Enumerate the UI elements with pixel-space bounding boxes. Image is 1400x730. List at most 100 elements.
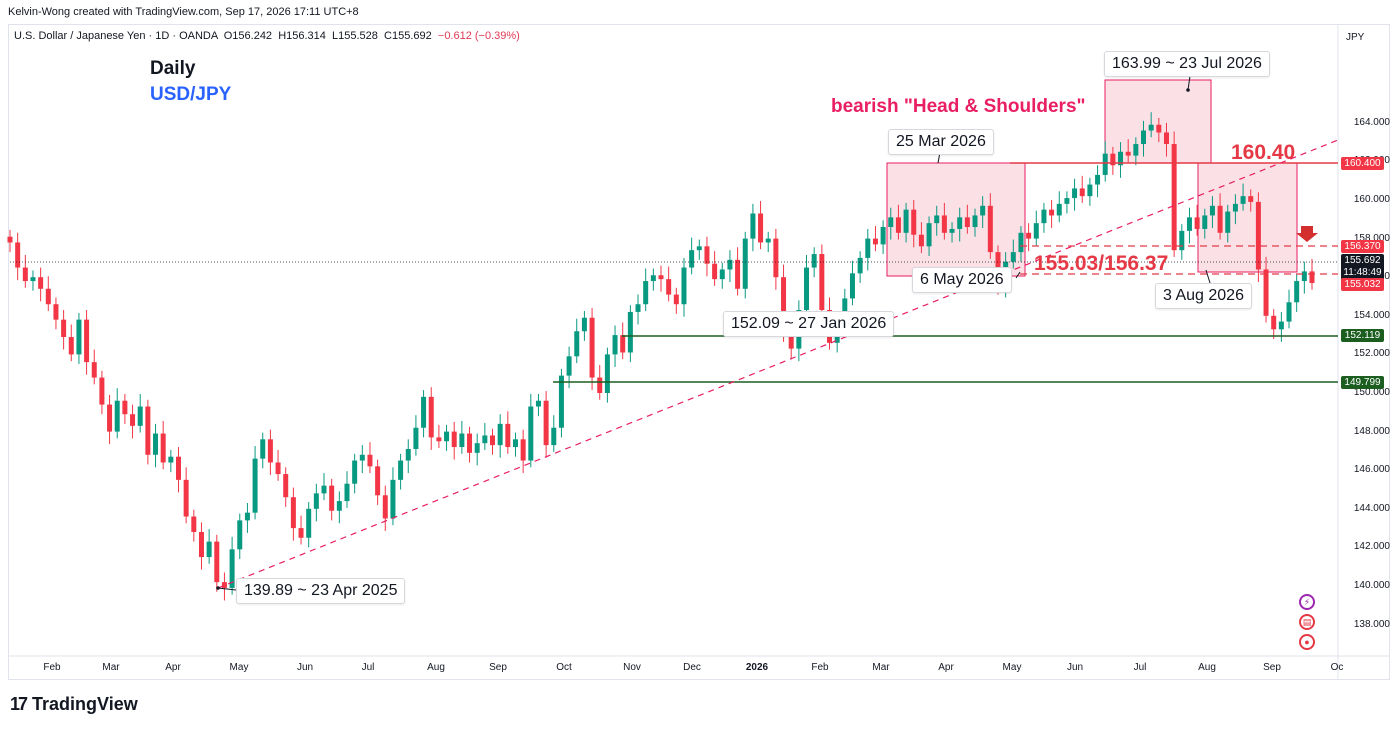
candle-body <box>352 460 358 484</box>
candle-body <box>957 217 963 229</box>
y-tick-label: 154.000 <box>1353 309 1390 321</box>
candle-body <box>321 485 327 494</box>
candle-body <box>467 433 473 453</box>
candle-body <box>788 335 794 349</box>
candle-body <box>137 406 143 426</box>
candle-body <box>1095 174 1101 185</box>
tag-160400: 160.400 <box>1341 157 1384 170</box>
chart-widgets: ⚡ ▤ ● <box>1299 594 1315 650</box>
candle-body <box>627 311 633 353</box>
candle-body <box>1110 153 1116 166</box>
down-arrow-icon <box>1296 226 1318 242</box>
candle-body <box>382 495 388 519</box>
candle-body <box>528 406 534 461</box>
y-tick-label: 152.000 <box>1353 348 1390 360</box>
candle-body <box>260 439 266 459</box>
candle-body <box>689 250 695 268</box>
flag-icon[interactable]: ▤ <box>1299 614 1315 630</box>
candle-body <box>1018 232 1024 253</box>
candle-body <box>681 267 687 305</box>
x-tick-label: Jul <box>1133 662 1147 673</box>
pattern-label: bearish "Head & Shoulders" <box>831 96 1086 117</box>
candle-body <box>428 396 434 438</box>
chart-credit: Kelvin-Wong created with TradingView.com… <box>8 6 359 18</box>
x-tick-label: 2026 <box>745 662 769 673</box>
candle-body <box>1141 130 1147 145</box>
candle-body <box>1072 188 1078 199</box>
candle-body <box>895 217 901 233</box>
x-tick-label: Jun <box>1066 662 1084 673</box>
callout-low-2025: 139.89 ~ 23 Apr 2025 <box>236 578 406 604</box>
candle-body <box>183 479 189 517</box>
candle-body <box>459 433 465 448</box>
candle-body <box>1056 203 1062 216</box>
pivot-dot-0 <box>216 586 220 590</box>
candle-body <box>221 582 227 588</box>
pivot-dot-1 <box>1186 88 1190 92</box>
ohlc-open: O156.242 <box>223 30 273 42</box>
symbol-legend[interactable]: U.S. Dollar / Japanese Yen · 1D · OANDA … <box>14 30 520 42</box>
candle-body <box>804 267 810 311</box>
candle-body <box>214 541 220 583</box>
candle-body <box>1041 209 1047 224</box>
candle-body <box>153 433 159 455</box>
candle-body <box>1309 271 1315 283</box>
candle-body <box>926 223 932 247</box>
candle-body <box>934 215 940 224</box>
candle-body <box>704 246 710 264</box>
candle-body <box>15 242 21 268</box>
tradingview-wordmark: TradingView <box>32 694 138 714</box>
candle-body <box>765 238 771 243</box>
currency-label[interactable]: JPY <box>1346 32 1365 43</box>
y-tick-label: 144.000 <box>1353 502 1390 514</box>
candle-body <box>980 205 986 216</box>
candle-body <box>175 456 181 480</box>
candle-body <box>551 427 557 446</box>
ohlc-close: C155.692 <box>384 30 432 42</box>
ohlc-change: −0.612 (−0.39%) <box>437 30 520 42</box>
candle-body <box>842 298 848 318</box>
candle-body <box>344 483 350 502</box>
candle-body <box>903 209 909 233</box>
trendline <box>217 139 1339 589</box>
candle-body <box>1049 209 1055 216</box>
candle-body <box>1133 144 1139 156</box>
last-price: 155.692 <box>1344 255 1381 266</box>
tag-155032: 155.032 <box>1341 278 1384 291</box>
candle-body <box>237 520 243 550</box>
candle-body <box>84 319 90 363</box>
candle-body <box>505 423 511 448</box>
x-tick-label: Feb <box>811 662 829 673</box>
candle-body <box>1248 196 1254 202</box>
target-icon[interactable]: ● <box>1299 634 1315 650</box>
candle-body <box>283 474 289 498</box>
candle-body <box>1156 124 1162 133</box>
tradingview-logo-icon: 17 <box>10 694 28 714</box>
candle-body <box>865 238 871 258</box>
candle-body <box>1026 232 1032 239</box>
x-tick-label: Sep <box>1263 662 1281 673</box>
y-tick-label: 164.000 <box>1353 116 1390 128</box>
candle-body <box>964 217 970 228</box>
candle-body <box>949 228 955 233</box>
zone-1 <box>1104 79 1212 164</box>
candle-body <box>267 439 273 463</box>
candle-body <box>750 213 756 239</box>
x-tick-label: Jul <box>361 662 375 673</box>
candle-body <box>719 269 725 280</box>
candle-body <box>520 439 526 461</box>
candle-body <box>1148 124 1154 131</box>
candle-body <box>849 273 855 299</box>
x-tick-label: May <box>1002 662 1022 673</box>
candle-body <box>604 354 610 393</box>
candle-body <box>329 485 335 511</box>
candle-body <box>658 275 664 280</box>
candle-body <box>298 528 304 538</box>
candle-body <box>1064 198 1070 204</box>
callout-pointer-0 <box>217 587 237 591</box>
candle-body <box>390 479 396 519</box>
lightning-icon[interactable]: ⚡ <box>1299 594 1315 610</box>
ohlc-high: H156.314 <box>278 30 326 42</box>
y-tick-label: 160.000 <box>1353 194 1390 205</box>
